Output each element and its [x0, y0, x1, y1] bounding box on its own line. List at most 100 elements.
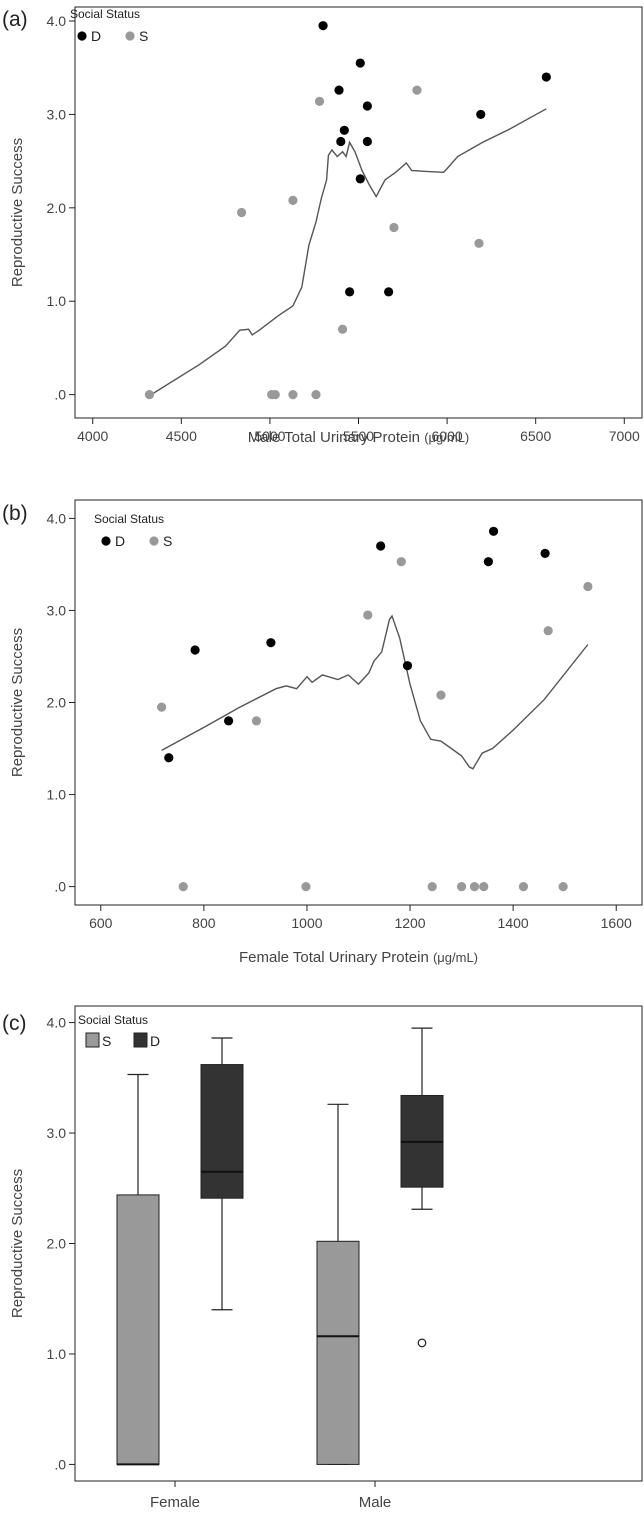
data-point-s [474, 238, 484, 248]
legend-marker-s [125, 31, 135, 41]
data-point-d [355, 58, 365, 68]
box-female-d [200, 1037, 244, 1311]
legend-label-d: D [115, 533, 125, 549]
y-tick-label: 4.0 [47, 1015, 67, 1031]
x-axis-title: Female Total Urinary Protein (μg/mL) [239, 949, 478, 966]
data-point-d [476, 109, 486, 120]
data-point-d [384, 287, 394, 297]
data-point-d [318, 21, 328, 31]
y-tick-label: 2.0 [47, 1236, 67, 1252]
data-point-d [334, 85, 344, 95]
y-tick-label: 1.0 [47, 1346, 67, 1362]
category-label: Female [150, 1494, 200, 1511]
panel-3: (c) .0 1.0 2.0 3.0 4.0 Reproductive Success Fem… [2, 1005, 643, 1511]
data-point-d [339, 125, 349, 135]
data-point-d [362, 101, 372, 111]
data-point-d [224, 716, 234, 726]
x-axis-title: Male Total Urinary Protein (μg/mL) [248, 429, 470, 446]
x-tick-label: 1200 [394, 915, 425, 931]
legend-swatch-d [133, 1032, 148, 1048]
legend-label-d: D [91, 28, 101, 44]
data-point-s [396, 557, 406, 567]
data-point-s [251, 716, 262, 726]
y-tick-label: 3.0 [47, 602, 67, 618]
legend-label-d: D [150, 1033, 160, 1049]
data-point-s [436, 690, 446, 700]
data-point-s [288, 195, 298, 205]
data-point-s [456, 881, 467, 892]
x-tick-label: 7000 [609, 428, 640, 444]
panel-label: (a) [2, 8, 28, 31]
plot-frame [74, 499, 643, 906]
data-point-s [311, 390, 321, 400]
data-point-s [558, 881, 568, 892]
box-iqr [116, 1194, 160, 1465]
data-point-s [412, 85, 422, 95]
legend-marker-s [149, 536, 159, 546]
y-axis-title: Reproductive Success [9, 138, 26, 287]
x-tick-label: 1000 [291, 915, 322, 931]
data-point-s [236, 207, 247, 218]
y-tick-label: 4.0 [47, 13, 67, 29]
data-point-d [376, 541, 386, 551]
data-point-s [363, 610, 373, 620]
data-point-d [483, 557, 493, 567]
data-point-d [164, 753, 174, 763]
x-axis-unit: (μg/mL) [424, 430, 469, 445]
y-axis-title: Reproductive Success [9, 628, 26, 777]
x-tick-label: 5500 [343, 428, 374, 444]
legend-title: Social Status [70, 7, 140, 21]
x-axis-title-text: Male Total Urinary Protein [248, 429, 424, 446]
y-tick-label: 2.0 [47, 200, 67, 216]
x-tick-label: 1600 [601, 915, 632, 931]
box-male-s [316, 1103, 360, 1466]
data-point-s [301, 881, 311, 892]
panel-1: (a) .0 1.0 2.0 3.0 4.0 Reproductive Success 400… [2, 6, 643, 446]
x-axis-unit: (μg/mL) [433, 950, 478, 965]
x-tick-label: 800 [192, 915, 216, 931]
data-point-s [178, 881, 188, 892]
y-tick-label: .0 [54, 387, 66, 403]
y-tick-label: 1.0 [47, 293, 67, 309]
legend-title: Social Status [94, 512, 164, 526]
data-point-d [488, 526, 499, 536]
data-point-s [583, 581, 593, 592]
y-tick-label: 1.0 [47, 787, 67, 803]
y-axis-title: Reproductive Success [9, 1169, 26, 1318]
data-point-d [540, 548, 550, 558]
data-point-s [288, 390, 298, 400]
y-tick-label: 3.0 [47, 1125, 67, 1141]
data-point-d [541, 72, 551, 82]
y-tick-label: 2.0 [47, 695, 67, 711]
legend-label-s: S [139, 28, 148, 44]
data-point-s [543, 626, 553, 636]
data-point-d [402, 661, 413, 671]
box-iqr [316, 1240, 360, 1465]
data-point-s [314, 96, 325, 106]
legend-title: Social Status [78, 1013, 148, 1027]
legend-label-s: S [102, 1033, 111, 1049]
legend-swatch-s [85, 1032, 100, 1048]
outlier-point [417, 1338, 427, 1348]
x-tick-label: 1400 [498, 915, 529, 931]
y-tick-label: 4.0 [47, 510, 67, 526]
data-point-d [362, 136, 372, 147]
data-point-s [156, 702, 167, 712]
fit-line [161, 614, 589, 770]
legend-marker-d [101, 536, 111, 546]
panel-2: (b) .0 1.0 2.0 3.0 4.0 Reproductive Success 600… [2, 499, 643, 966]
x-tick-label: 6500 [520, 428, 551, 444]
fit-line [150, 108, 547, 396]
panel-label: (c) [2, 1012, 27, 1035]
legend-marker-d [77, 31, 87, 41]
data-point-d [266, 638, 276, 648]
data-point-s [389, 222, 399, 233]
data-point-s [427, 881, 437, 892]
y-tick-label: .0 [54, 1456, 66, 1472]
y-tick-label: .0 [54, 879, 66, 895]
panel-label: (b) [2, 502, 28, 525]
data-point-d [355, 174, 365, 184]
x-tick-label: 6000 [432, 428, 463, 444]
plot-frame [74, 6, 643, 419]
